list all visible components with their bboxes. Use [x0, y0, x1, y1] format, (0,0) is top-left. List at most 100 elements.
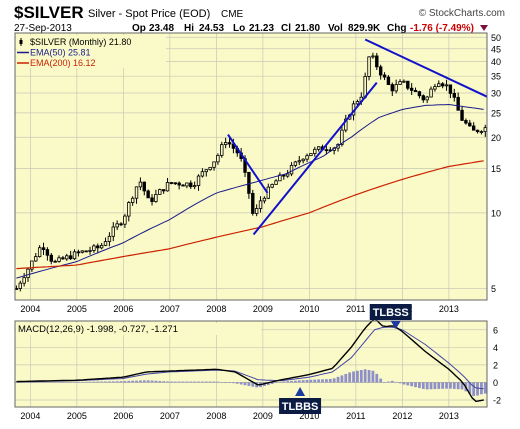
macd-histogram-bar — [208, 381, 212, 383]
candle-body — [84, 250, 88, 253]
price-pane-grid — [15, 33, 487, 300]
candle-body — [220, 144, 224, 156]
macd-histogram-bar — [201, 381, 204, 383]
candle-body — [313, 148, 317, 154]
candle-body — [115, 223, 119, 228]
macd-histogram-bar — [243, 382, 247, 386]
candle-body — [437, 83, 441, 87]
macd-histogram-bar — [294, 380, 297, 383]
candle-body — [127, 202, 131, 217]
macd-histogram-bar — [154, 380, 158, 383]
candle-body — [483, 127, 487, 132]
hi-label: Hi — [184, 23, 194, 34]
price-x-tick-label: 2006 — [113, 304, 133, 314]
candle-body — [367, 56, 371, 77]
callout-label: TLBBS — [282, 401, 319, 413]
candle-body — [138, 181, 143, 188]
price-pane-frame — [14, 32, 488, 301]
candle-body — [394, 84, 398, 92]
candle-body — [274, 180, 278, 185]
candle-body — [204, 169, 208, 173]
legend-label: EMA(50) 25.81 — [30, 48, 91, 58]
macd-histogram-bar — [445, 382, 448, 389]
macd-histogram-bar — [379, 378, 383, 383]
macd-histogram-bar — [317, 379, 321, 383]
macd-pane-series — [14, 317, 487, 403]
candle-body — [57, 257, 61, 262]
macd-y-tick-label: 4 — [493, 343, 498, 353]
macd-histogram-bar — [115, 381, 119, 383]
candle-body — [96, 245, 100, 249]
candle-body — [111, 226, 115, 237]
price-y-tick-label: 15 — [491, 164, 501, 174]
candle-body — [65, 255, 69, 260]
candle-body — [363, 76, 367, 98]
candle-body — [305, 155, 309, 160]
chg-down-arrow-icon — [480, 25, 488, 31]
chg-value: -1.76 (-7.49%) — [410, 23, 474, 34]
macd-y-tick-label: 6 — [493, 325, 498, 335]
macd-histogram-bar — [367, 369, 371, 383]
macd-histogram-bar — [220, 382, 224, 383]
cl-value: 21.80 — [295, 23, 320, 34]
chg-label: Chg — [387, 23, 406, 34]
macd-histogram-bar — [414, 382, 417, 388]
candle-body — [49, 254, 53, 262]
macd-histogram-bar — [61, 381, 65, 383]
candle-body — [417, 91, 422, 97]
macd-histogram-bar — [119, 381, 123, 383]
candle-body — [68, 255, 73, 260]
candle-body — [270, 184, 274, 188]
candle-body — [99, 244, 104, 249]
macd-histogram-bar — [73, 381, 76, 383]
macd-histogram-bar — [290, 380, 293, 383]
price-x-tick-label: 2013 — [439, 304, 459, 314]
macd-histogram-bar — [441, 382, 445, 389]
macd-histogram-bar — [80, 381, 84, 383]
candle-body — [92, 245, 96, 251]
legend-label: $SILVER (Monthly) 21.80 — [30, 37, 131, 47]
macd-x-tick-label: 2004 — [20, 411, 40, 421]
candle-body — [251, 192, 255, 214]
macd-histogram-bar — [100, 381, 104, 383]
candle-body — [301, 158, 305, 162]
macd-histogram-bar — [309, 379, 313, 383]
symbol: $SILVER — [14, 3, 84, 22]
trendline — [364, 38, 488, 98]
price-pane-background — [15, 33, 487, 300]
candle-body — [471, 125, 476, 131]
macd-histogram-bar — [390, 380, 394, 383]
macd-histogram-bar — [38, 381, 42, 383]
price-y-tick-label: 35 — [491, 72, 501, 82]
candle-body — [103, 241, 108, 246]
candle-body — [227, 142, 232, 145]
macd-histogram-bar — [181, 381, 185, 383]
macd-histogram-bar — [274, 382, 278, 383]
macd-histogram-bar — [42, 381, 45, 383]
macd-histogram-bar — [239, 382, 243, 385]
candle-body — [316, 146, 321, 150]
macd-histogram-bar — [69, 381, 73, 383]
macd-histogram-bar — [150, 380, 154, 383]
macd-x-tick-label: 2012 — [392, 411, 412, 421]
candle-body — [344, 118, 348, 131]
macd-histogram-bar — [402, 382, 406, 385]
candle-body — [340, 129, 344, 145]
candle-body — [247, 171, 251, 194]
candle-body — [421, 95, 425, 101]
macd-histogram-bar — [348, 372, 352, 383]
cl-label: Cl — [281, 23, 291, 34]
macd-histogram-bar — [251, 382, 255, 387]
macd-histogram-bar — [84, 381, 88, 383]
candle-body — [177, 182, 181, 186]
macd-histogram-bar — [170, 381, 173, 383]
candle-body — [161, 189, 166, 192]
candle-body — [192, 185, 197, 188]
candle-body — [34, 256, 38, 262]
macd-histogram-bar — [142, 380, 146, 383]
macd-x-tick-label: 2007 — [160, 411, 180, 421]
macd-histogram-bar — [352, 371, 355, 383]
macd-histogram-bar — [135, 380, 138, 383]
macd-pane-frame — [14, 320, 488, 408]
macd-histogram-bar — [127, 380, 131, 383]
